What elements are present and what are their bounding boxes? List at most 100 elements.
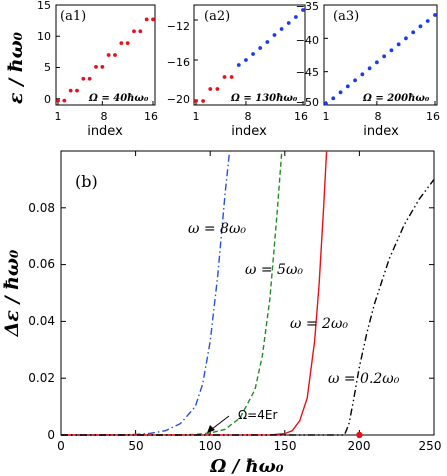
marker-dot [356,431,363,439]
series-label-omega-2: ω = 2ω₀ [290,316,348,332]
a2-point [279,27,284,31]
panel-a3-points [324,13,437,106]
panel-a1-xtick-1: 8 [101,110,108,123]
panel-a2-ytick-0: −20 [167,93,190,106]
series-line-2 [61,150,328,436]
a3-point [396,42,401,47]
a1-point [125,41,130,46]
a3-point [360,72,365,77]
a2-point [265,40,270,44]
panel-b-xlabel: Ω / ħω₀ [209,456,283,476]
panel-a3-xlabel: index [363,124,399,139]
a3-point [433,13,437,17]
a1-point [132,29,136,34]
a2-point [272,33,277,37]
a1-point [62,98,67,103]
panel-a1-ytick-3: 15 [37,0,51,12]
series-label-omega-8: ω = 8ω₀ [188,221,246,237]
a3-point [411,30,416,35]
panel-a2-xlabel: index [231,124,267,139]
panel-a1-xtick-0: 1 [55,110,62,123]
a3-point [331,96,336,101]
panel-a2-xtick-2: 16 [294,110,308,123]
panel-b-ytick-1: 0.02 [28,371,55,385]
panel-a2-points [194,8,305,103]
panel-a3-ytick-3: −35 [296,0,319,13]
a3-point [425,19,430,23]
panel-a1-label: (a1) [60,9,86,24]
panel-a2-ytick-1: −16 [167,56,190,69]
a1-point [119,41,124,46]
a1-point [87,76,92,81]
a2-point [222,75,227,79]
panel-b: (b) ω = 8ω₀ ω = 5ω₀ ω = 2ω₀ ω = 0.2ω₀ Ω=… [1,150,441,476]
a2-point [258,46,263,50]
marker-arrow-shaft [211,415,230,430]
series-line-3 [61,178,435,436]
panel-b-xtick-1: 50 [128,439,143,453]
a1-point [75,88,79,93]
panel-b-xtick-2: 100 [199,439,222,453]
series-label-omega-0-2: ω = 0.2ω₀ [328,371,400,387]
panel-a3-xtick-2: 16 [426,110,440,123]
a2-point [194,99,198,103]
panel-b-ytick-4: 0.08 [28,201,55,215]
panel-a3-frame [323,4,438,106]
a2-point [244,58,248,62]
panel-a3-xtick-0: 1 [323,110,330,123]
a2-point [286,21,291,25]
a2-point [293,15,298,19]
a1-point [56,98,60,103]
a2-point [201,99,206,103]
panel-a2-xtick-1: 8 [245,110,252,123]
a1-point [113,53,117,57]
a1-point [68,88,73,93]
a3-point [382,54,387,59]
a1-point [81,76,86,81]
a1-point [106,53,111,57]
a3-point [374,60,379,65]
marker-arrow-head [207,425,215,433]
a2-point [301,8,305,12]
a3-point [324,101,328,106]
panel-b-ytick-2: 0.04 [28,314,55,328]
a1-point [144,17,149,22]
panel-b-ytick-0: 0 [47,428,55,442]
a2-point [215,87,220,91]
panel-b-frame [60,150,435,436]
panel-a3-label: (a3) [333,9,359,24]
a3-point [345,84,350,89]
a3-point [338,90,343,95]
panel-b-ytick-3: 0.06 [28,257,55,271]
a2-point [229,75,234,79]
a3-point [353,78,357,83]
panel-a2-annotation: Ω = 130ħω₀ [230,93,298,104]
a1-point [100,64,105,69]
panel-b-xtick-3: 150 [274,439,297,453]
a3-point [418,24,423,29]
marker-label: Ω=4Er [238,408,277,422]
a2-point [208,87,213,91]
panel-b-marker [356,431,363,439]
panel-b-lines [61,150,435,436]
panel-a1-annotation: Ω = 40ħω₀ [88,93,149,104]
panel-a3-ytick-1: −45 [296,66,319,79]
panel-b-xtick-0: 0 [57,439,65,453]
panel-a3-annotation: Ω = 200ħω₀ [362,93,430,104]
panel-a1-ytick-0: 0 [44,93,51,106]
panel-a1-frame [55,4,156,106]
panel-a1-ytick-1: 5 [44,61,51,74]
a2-point [251,52,255,56]
panel-a2-label: (a2) [204,9,230,24]
panel-a3-ytick-0: −50 [296,96,319,109]
series-line-0 [61,150,231,436]
a1-point [94,64,98,69]
panel-a3-xtick-1: 8 [375,110,382,123]
panel-a1-points [56,17,155,103]
panel-a1-xlabel: index [87,124,123,139]
a3-point [404,36,408,41]
a1-point [151,17,155,22]
panel-a3-ytick-2: −40 [296,34,319,47]
panel-a2-ytick-2: −12 [167,20,190,33]
a3-point [389,48,394,53]
